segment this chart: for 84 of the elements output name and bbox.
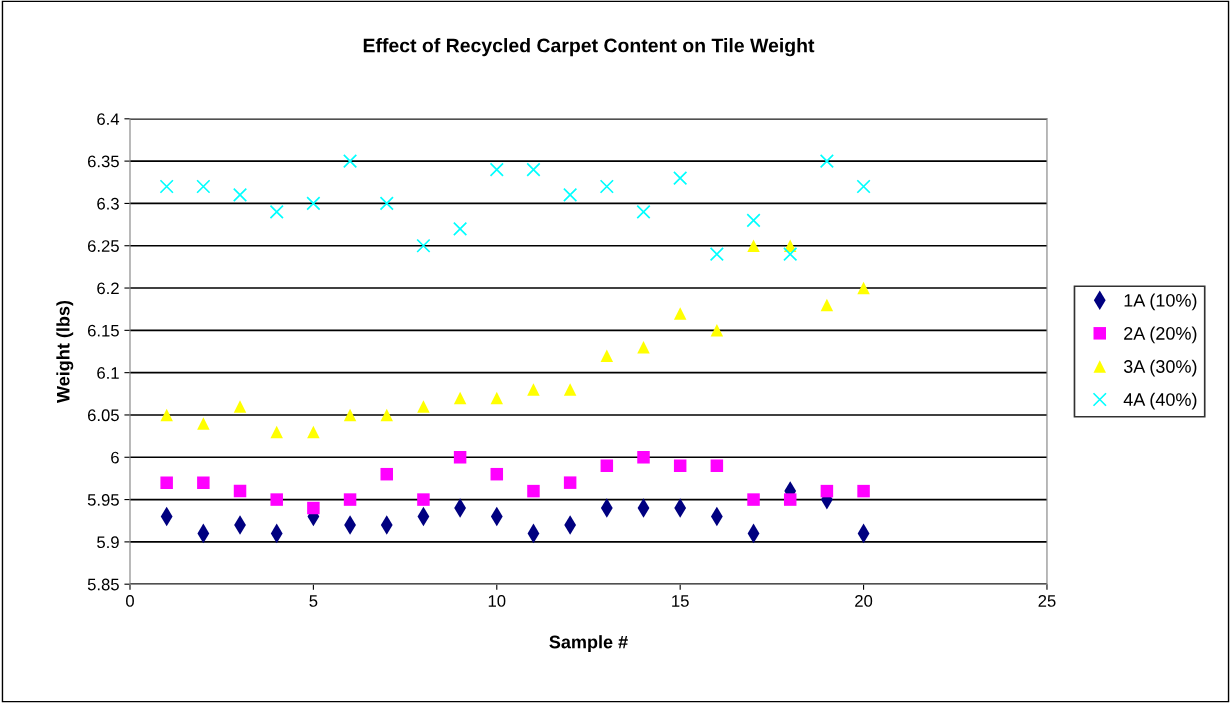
point [820,298,834,312]
chart-title: Effect of Recycled Carpet Content on Tile Weight [363,38,815,57]
x-tick-label: 5 [309,595,318,607]
point [527,383,540,396]
point [343,408,357,422]
y-tick-label: 5.9 [97,536,119,549]
point [783,493,797,506]
point [600,459,614,472]
point [306,196,321,211]
point [673,459,687,472]
point [270,493,283,506]
y-tick-label: 6.2 [97,282,119,295]
legend-label: 1A (10%) [1124,293,1197,311]
point [197,417,210,430]
point [489,162,504,177]
point [197,476,210,489]
point [453,451,467,464]
point [270,425,283,439]
point [453,391,467,405]
point [563,383,577,396]
point [856,179,871,194]
y-tick-label: 6.05 [87,409,119,422]
point [490,391,504,405]
point [159,179,174,194]
point [600,349,614,362]
point [820,484,834,498]
x-tick-label: 0 [126,595,134,607]
point [599,179,614,194]
point [453,221,468,236]
point [307,425,320,439]
point [673,170,688,186]
point [746,213,761,228]
y-tick-label: 6 [111,451,119,464]
y-tick-label: 6.4 [97,113,120,126]
x-tick-label: 15 [672,595,689,607]
point [307,501,320,515]
point [526,162,541,177]
point [783,247,798,262]
point [747,239,760,252]
legend-label: 3A (30%) [1123,359,1197,377]
y-tick-label: 5.85 [87,578,119,591]
point [342,154,358,169]
point [747,493,760,506]
y-tick-label: 6.35 [87,155,119,168]
point [710,459,724,472]
point [636,204,651,219]
y-axis-title: Weight (lbs) [56,300,74,403]
point [637,341,650,354]
point [563,187,578,203]
point [233,400,247,413]
point [857,281,870,295]
x-tick-label: 20 [855,595,873,607]
x-axis-title: Sample # [549,635,628,652]
point [196,179,211,194]
point [416,238,431,253]
point [417,400,430,413]
point [490,467,504,481]
y-tick-label: 6.15 [87,324,119,337]
x-tick-label: 25 [1038,595,1056,607]
point [232,187,248,203]
point [709,247,724,262]
y-tick-label: 6.25 [87,240,119,252]
x-tick-label: 10 [488,595,506,607]
legend-label: 2A (20%) [1124,326,1197,344]
y-tick-label: 6.1 [97,367,119,379]
y-tick-label: 5.95 [87,493,119,506]
point [417,493,430,506]
point [343,493,357,506]
point [233,484,247,498]
point [673,307,687,320]
point [380,467,393,481]
point [160,408,173,422]
y-tick-label: 6.3 [97,197,119,210]
point [380,408,393,422]
point [269,204,284,219]
point [563,476,577,489]
legend-label: 4A (40%) [1123,392,1197,410]
point [819,154,834,169]
point [857,484,870,498]
point [637,451,650,464]
point [379,196,394,211]
point [527,484,540,498]
point [160,476,173,489]
point [710,324,724,337]
